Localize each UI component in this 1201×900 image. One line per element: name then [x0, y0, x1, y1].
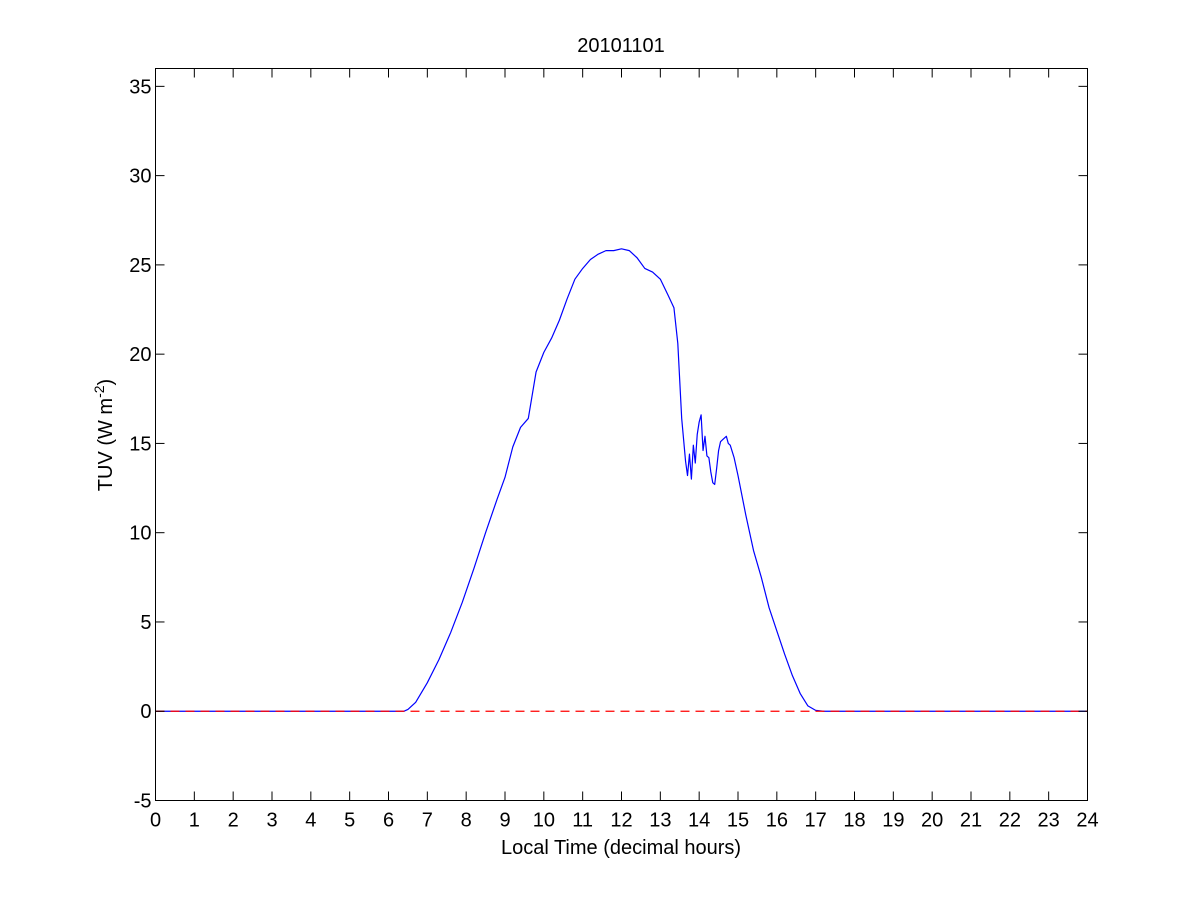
x-tick-label: 4: [305, 810, 316, 832]
y-tick-label: 15: [129, 433, 151, 455]
x-tick-label: 10: [533, 810, 555, 832]
tuv-series-line: [155, 248, 1088, 712]
y-axis-label-close: ): [95, 379, 117, 386]
y-tick-label: 25: [129, 255, 151, 277]
y-tick-label: 10: [129, 523, 151, 545]
x-tick-label: 18: [843, 810, 865, 832]
x-tick-label: 15: [727, 810, 749, 832]
y-axis-label: TUV (W m-2): [91, 379, 117, 491]
y-tick-label: 0: [140, 701, 151, 723]
y-tick-label: 35: [129, 76, 151, 98]
y-axis-label-main: TUV (W m: [95, 398, 117, 491]
x-axis-label: Local Time (decimal hours): [501, 837, 741, 859]
x-tick-label: 13: [649, 810, 671, 832]
x-tick-label: 14: [688, 810, 710, 832]
x-tick-label: 0: [150, 810, 161, 832]
y-tick-label: 30: [129, 166, 151, 188]
plot-frame: [155, 68, 1088, 801]
x-tick-label: 16: [766, 810, 788, 832]
x-tick-label: 2: [228, 810, 239, 832]
x-tick-label: 5: [344, 810, 355, 832]
y-tick-label: -5: [134, 791, 152, 813]
x-tick-label: 12: [610, 810, 632, 832]
x-tick-label: 23: [1038, 810, 1060, 832]
x-tick-label: 20: [921, 810, 943, 832]
x-tick-label: 8: [461, 810, 472, 832]
x-tick-label: 6: [383, 810, 394, 832]
x-tick-label: 22: [999, 810, 1021, 832]
y-axis-label-sup: -2: [91, 385, 107, 398]
x-tick-label: 19: [882, 810, 904, 832]
x-tick-label: 1: [189, 810, 200, 832]
x-tick-label: 24: [1076, 810, 1098, 832]
y-tick-label: 20: [129, 344, 151, 366]
series-layer: [155, 248, 1088, 712]
x-tick-label: 3: [266, 810, 277, 832]
x-tick-label: 21: [960, 810, 982, 832]
y-tick-label: 5: [140, 612, 151, 634]
x-tick-label: 7: [422, 810, 433, 832]
x-tick-label: 11: [572, 810, 593, 832]
x-tick-label: 17: [805, 810, 827, 832]
chart-title: 20101101: [577, 35, 665, 57]
tick-layer: 0 1 2 3 4 5 6 7 8 9 10 11 12 13 14 15 16 17 18 19 20 21 22 23 24…: [129, 68, 1099, 832]
x-tick-label: 9: [499, 810, 510, 832]
